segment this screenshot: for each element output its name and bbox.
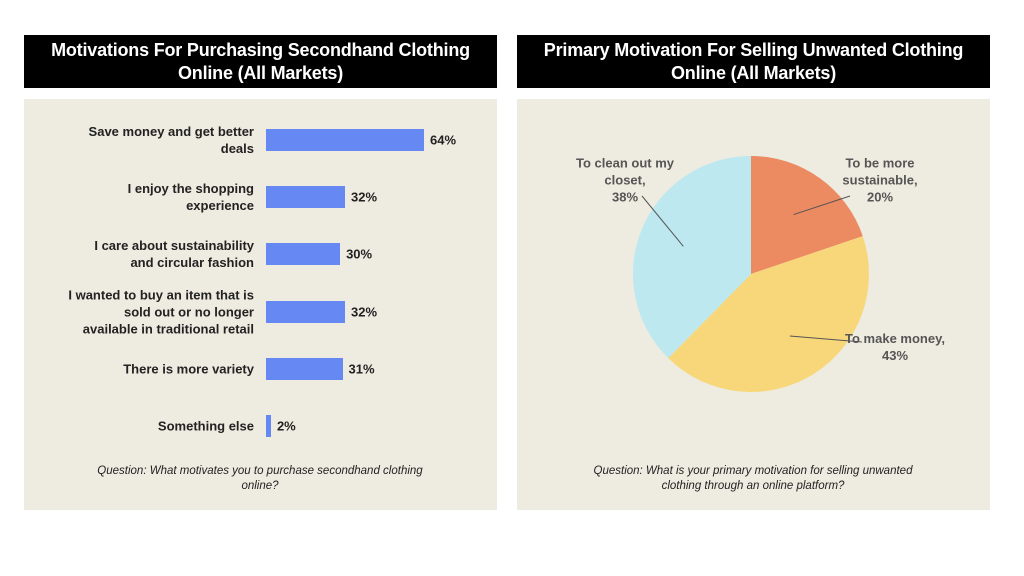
pie-slice xyxy=(632,156,751,359)
leader-line xyxy=(789,335,863,343)
slice-value: 43% xyxy=(881,348,909,363)
pie-slice xyxy=(668,236,870,393)
chart-title: Primary Motivation For Selling Unwanted … xyxy=(517,35,990,88)
value-label: 31% xyxy=(348,361,375,377)
bar xyxy=(266,129,424,151)
footnote: Question: What is your primary motivatio… xyxy=(593,465,913,492)
bar xyxy=(266,300,345,323)
bar-label: There is more variety xyxy=(123,361,254,377)
bar xyxy=(266,415,271,437)
bar-label: I care about sustainability and circular… xyxy=(94,238,254,271)
panel xyxy=(24,99,497,510)
leader-line xyxy=(641,195,684,247)
slice-label: To clean out my closet, 38% xyxy=(570,155,680,206)
value-label: 32% xyxy=(351,304,378,320)
chart-title: Motivations For Purchasing Secondhand Cl… xyxy=(24,35,497,88)
bar xyxy=(266,357,343,380)
value-label: 2% xyxy=(276,418,296,434)
value-label: 32% xyxy=(351,189,378,205)
footnote: Question: What motivates you to purchase… xyxy=(97,465,423,492)
leader-line xyxy=(793,195,851,216)
bar-label: I wanted to buy an item that is sold out… xyxy=(68,287,254,337)
slice-value: 38% xyxy=(611,189,639,205)
bar-label: Something else xyxy=(157,418,254,434)
slice-label: To be more sustainable, 20% xyxy=(825,155,935,206)
pie-slice xyxy=(751,156,863,274)
value-label: 64% xyxy=(430,132,457,148)
bar-label: I enjoy the shopping experience xyxy=(127,181,254,214)
slice-label: To make money, 43% xyxy=(840,330,950,364)
slice-category: To make money, xyxy=(845,331,945,346)
bar xyxy=(266,243,341,266)
bar xyxy=(266,186,345,209)
slice-value: 20% xyxy=(866,189,894,205)
slice-category: To be more sustainable, xyxy=(842,155,918,188)
slice-category: To clean out my closet, xyxy=(576,155,674,188)
value-label: 30% xyxy=(346,246,373,262)
bar-label: Save money and get better deals xyxy=(88,124,254,156)
